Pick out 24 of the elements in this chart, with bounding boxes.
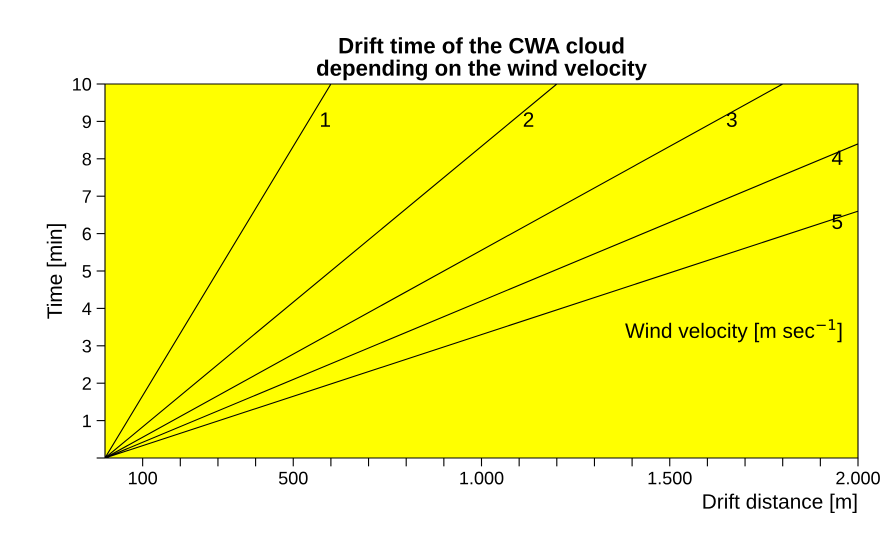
chart-title: Drift time of the CWA cloud depending on the wind velocity bbox=[316, 37, 647, 80]
y-tick-label: 6 bbox=[82, 228, 92, 240]
y-tick-label: 1 bbox=[83, 414, 91, 428]
x-tick-label: 2.000 bbox=[836, 472, 880, 484]
y-tick-label: 7 bbox=[82, 190, 91, 203]
x-tick-label: 1.500 bbox=[648, 472, 692, 484]
x-axis-title: Drift distance [m] bbox=[703, 494, 857, 513]
series-label: 2 bbox=[524, 112, 534, 127]
x-tick-label: 500 bbox=[278, 472, 308, 484]
series-label: 4 bbox=[832, 150, 842, 165]
y-tick-label: 2 bbox=[82, 377, 91, 390]
y-tick-label: 8 bbox=[82, 152, 92, 166]
y-axis-title: Time [min] bbox=[46, 224, 66, 319]
y-tick-label: 9 bbox=[82, 115, 91, 128]
annotation: Wind velocity [m sec$^{−1}$] bbox=[625, 319, 842, 342]
y-tick-label: 4 bbox=[82, 302, 92, 315]
y-tick-label: 3 bbox=[82, 340, 92, 353]
x-tick-label: 100 bbox=[128, 472, 158, 484]
series-label: 3 bbox=[726, 112, 737, 127]
series-label: 1 bbox=[321, 112, 330, 127]
y-tick-label: 5 bbox=[82, 265, 92, 278]
series-label: 5 bbox=[832, 214, 842, 230]
x-tick-label: 1.000 bbox=[460, 472, 504, 484]
y-tick-label: 10 bbox=[73, 78, 92, 91]
